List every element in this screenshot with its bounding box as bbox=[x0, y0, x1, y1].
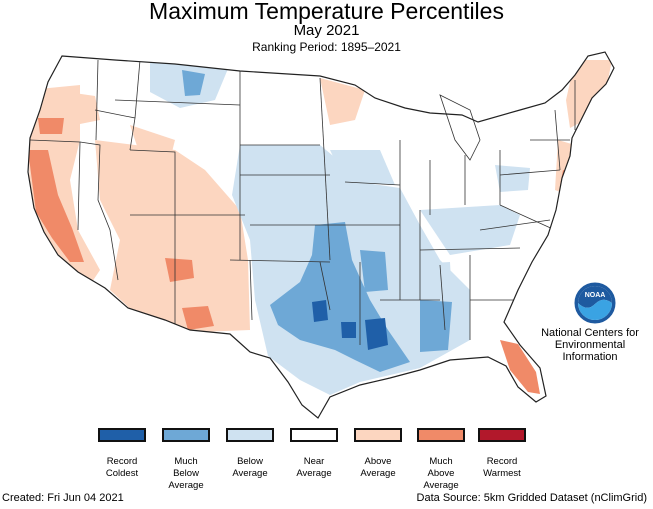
map-subtitle: May 2021 bbox=[293, 22, 360, 39]
legend-swatch-much-below bbox=[162, 428, 210, 442]
agency-line: Environmental bbox=[554, 339, 626, 351]
agency-name: National Centers for Environmental Infor… bbox=[540, 327, 640, 363]
us-percentile-map bbox=[27, 51, 615, 419]
legend-label-record-warmest: Record Warmest bbox=[483, 456, 521, 479]
created-date: Created: Fri Jun 04 2021 bbox=[2, 492, 124, 504]
legend-label-above: Above Average bbox=[360, 456, 396, 479]
agency-line: Information bbox=[562, 351, 618, 363]
legend-swatch-record-coldest bbox=[98, 428, 146, 442]
agency-line: National Centers for bbox=[541, 327, 639, 339]
legend-label-below: Below Average bbox=[232, 456, 268, 479]
legend-label-record-coldest: Record Coldest bbox=[105, 456, 139, 479]
map-title: Maximum Temperature Percentiles bbox=[149, 0, 504, 24]
legend-swatch-below bbox=[226, 428, 274, 442]
legend-label-near: Near Average bbox=[296, 456, 332, 479]
legend-swatch-record-warmest bbox=[478, 428, 526, 442]
noaa-logo-text: NOAA bbox=[585, 292, 606, 299]
noaa-logo: NOAA bbox=[570, 280, 620, 331]
legend-label-much-below: Much Below Average bbox=[168, 456, 204, 491]
ranking-period: Ranking Period: 1895–2021 bbox=[252, 40, 401, 54]
data-source: Data Source: 5km Gridded Dataset (nClimG… bbox=[416, 492, 647, 504]
legend-swatch-above bbox=[354, 428, 402, 442]
legend-label-much-above: Much Above Average bbox=[423, 456, 459, 491]
legend-swatch-much-above bbox=[417, 428, 465, 442]
legend-swatch-near bbox=[290, 428, 338, 442]
